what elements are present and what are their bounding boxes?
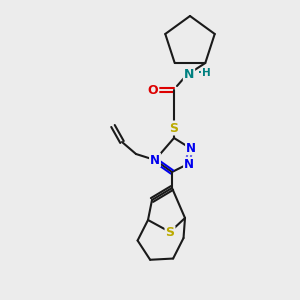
Text: ·H: ·H <box>198 68 211 78</box>
Text: N: N <box>150 154 160 166</box>
Text: N: N <box>186 142 196 154</box>
Text: N: N <box>184 158 194 170</box>
Text: O: O <box>148 83 158 97</box>
Text: S: S <box>169 122 178 134</box>
Text: N: N <box>184 68 194 80</box>
Text: S: S <box>166 226 175 239</box>
